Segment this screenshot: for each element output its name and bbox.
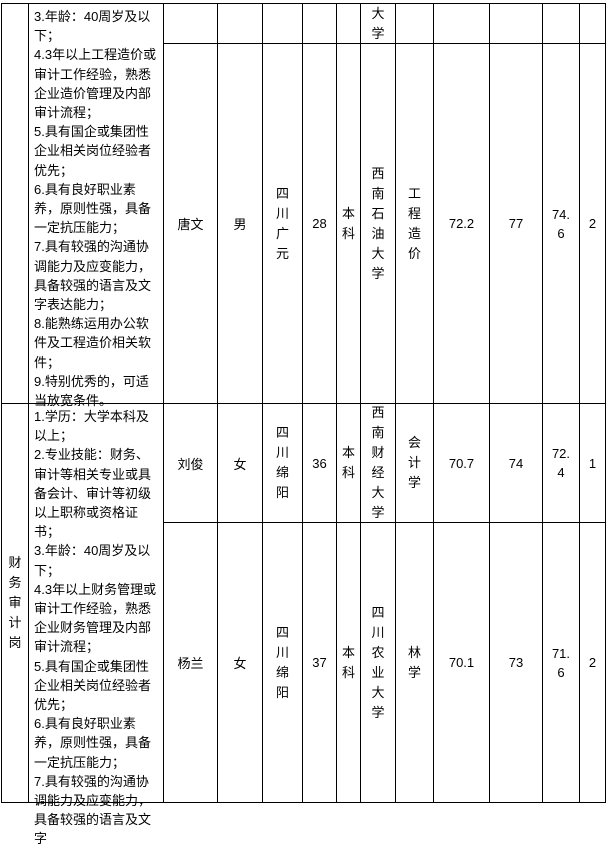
candidate-major: 工程造价 bbox=[395, 43, 434, 404]
post-cell bbox=[1, 3, 29, 404]
rank-text: 2 bbox=[588, 655, 597, 670]
cont-rank bbox=[579, 3, 606, 44]
candidate-interview: 73 bbox=[489, 522, 543, 803]
origin-text: 四川绵阳 bbox=[275, 624, 289, 700]
candidate-school: 四川农业大学 bbox=[360, 522, 396, 803]
cont-age bbox=[302, 3, 337, 44]
major-text: 工程造价 bbox=[407, 185, 421, 261]
school-text: 四川农业大学 bbox=[371, 604, 385, 720]
age-text: 28 bbox=[312, 216, 327, 231]
candidate-written: 70.7 bbox=[433, 403, 490, 523]
requirements-cell: 1.学历：大学本科及以上； 2.专业技能：财务、审计等相关专业或具备会计、审计等… bbox=[28, 403, 164, 846]
cont-name bbox=[163, 3, 218, 44]
cont-gender bbox=[217, 3, 263, 44]
education-text: 本科 bbox=[341, 644, 355, 680]
candidate-origin: 四川绵阳 bbox=[262, 522, 303, 803]
candidate-major: 会计学 bbox=[395, 403, 434, 523]
candidate-total: 72.4 bbox=[542, 403, 580, 523]
candidate-interview: 74 bbox=[489, 403, 543, 523]
cont-major bbox=[395, 3, 434, 44]
gender-text: 男 bbox=[233, 217, 247, 232]
candidate-rank: 1 bbox=[579, 403, 606, 523]
education-text: 本科 bbox=[341, 445, 355, 480]
candidate-rank: 2 bbox=[579, 43, 606, 404]
gender-text: 女 bbox=[233, 656, 247, 671]
gender-text: 女 bbox=[233, 456, 247, 472]
candidate-age: 36 bbox=[302, 403, 337, 523]
education-text: 本科 bbox=[341, 205, 355, 241]
name-text: 刘俊 bbox=[177, 456, 204, 472]
candidate-gender: 男 bbox=[217, 43, 263, 404]
post-cell: 财务审计岗 bbox=[1, 403, 29, 803]
total-text: 72.4 bbox=[551, 446, 571, 480]
requirements-cell: 3.年龄：40周岁及以下； 4.3年以上工程造价或审计工作经验，熟悉企业造价管理… bbox=[28, 3, 164, 408]
candidate-name: 唐文 bbox=[163, 43, 218, 404]
candidate-written: 70.1 bbox=[433, 522, 490, 803]
school-text: 西南石油大学 bbox=[371, 165, 385, 281]
age-text: 36 bbox=[312, 455, 327, 471]
candidate-school: 西南财经大学 bbox=[360, 403, 396, 523]
candidate-origin: 四川广元 bbox=[262, 43, 303, 404]
origin-text: 四川广元 bbox=[275, 185, 289, 261]
age-text: 37 bbox=[312, 655, 327, 670]
candidate-gender: 女 bbox=[217, 522, 263, 803]
rank-text: 1 bbox=[588, 455, 597, 471]
major-text: 会计学 bbox=[407, 435, 421, 490]
origin-text: 四川绵阳 bbox=[275, 425, 289, 500]
candidate-age: 28 bbox=[302, 43, 337, 404]
interview-text: 74 bbox=[508, 455, 524, 471]
candidate-origin: 四川绵阳 bbox=[262, 403, 303, 523]
written-text: 70.1 bbox=[448, 655, 475, 670]
total-text: 71.6 bbox=[551, 645, 571, 680]
written-text: 70.7 bbox=[448, 455, 475, 471]
name-text: 唐文 bbox=[177, 217, 204, 232]
candidate-gender: 女 bbox=[217, 403, 263, 523]
interview-text: 73 bbox=[508, 655, 524, 670]
candidate-education: 本科 bbox=[336, 43, 361, 404]
cont-education bbox=[336, 3, 361, 44]
candidate-age: 37 bbox=[302, 522, 337, 803]
rank-text: 2 bbox=[588, 216, 597, 231]
candidate-education: 本科 bbox=[336, 403, 361, 523]
total-text: 74.6 bbox=[551, 206, 571, 241]
major-text: 林学 bbox=[407, 644, 421, 680]
candidate-written: 72.2 bbox=[433, 43, 490, 404]
written-text: 72.2 bbox=[448, 216, 475, 231]
school-text: 大学 bbox=[371, 6, 385, 41]
candidate-major: 林学 bbox=[395, 522, 434, 803]
cont-total bbox=[542, 3, 580, 44]
cont-origin bbox=[262, 3, 303, 44]
school-text: 西南财经大学 bbox=[371, 405, 385, 520]
candidate-total: 74.6 bbox=[542, 43, 580, 404]
candidate-name: 杨兰 bbox=[163, 522, 218, 803]
candidate-school: 西南石油大学 bbox=[360, 43, 396, 404]
candidate-rank: 2 bbox=[579, 522, 606, 803]
post-name: 财务审计岗 bbox=[8, 555, 22, 650]
candidate-total: 71.6 bbox=[542, 522, 580, 803]
name-text: 杨兰 bbox=[177, 656, 204, 671]
candidate-education: 本科 bbox=[336, 522, 361, 803]
candidate-interview: 77 bbox=[489, 43, 543, 404]
cont-interview bbox=[489, 3, 543, 44]
interview-text: 77 bbox=[508, 216, 524, 231]
cont-school: 大学 bbox=[360, 3, 396, 44]
candidate-name: 刘俊 bbox=[163, 403, 218, 523]
cont-written bbox=[433, 3, 490, 44]
